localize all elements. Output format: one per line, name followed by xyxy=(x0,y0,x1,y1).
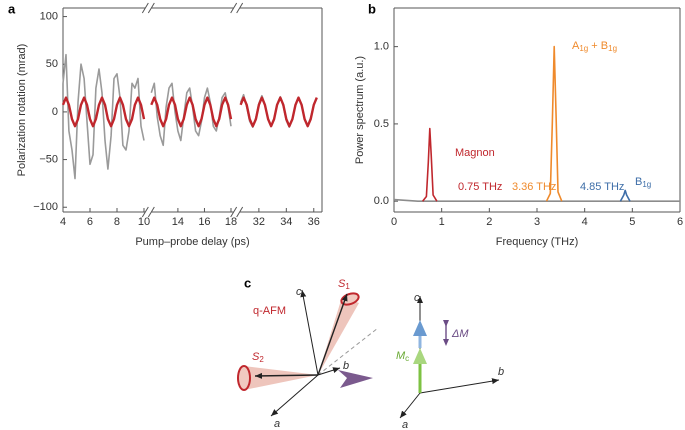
cone-rim xyxy=(237,365,251,391)
purple-arrow xyxy=(338,370,373,388)
data-line xyxy=(619,189,631,202)
axis-label: c xyxy=(296,286,302,298)
y-tick-label: 0.0 xyxy=(374,195,389,207)
annotation-text: Magnon xyxy=(455,147,495,159)
annotation-text: A xyxy=(572,40,580,52)
x-tick-label: 14 xyxy=(172,216,184,228)
annotation: 0.75 THz xyxy=(458,181,502,193)
axis-label: b xyxy=(343,360,349,372)
data-line xyxy=(545,45,563,202)
blue-arrowhead xyxy=(413,320,427,336)
axis xyxy=(300,289,319,376)
y-tick-label: 0 xyxy=(52,106,58,118)
y-tick-label: −100 xyxy=(33,201,58,213)
axis-break xyxy=(236,206,244,218)
axis xyxy=(317,367,341,376)
subscript: 1g xyxy=(579,44,588,53)
x-tick-label: 3 xyxy=(534,216,540,228)
x-axis-title: Frequency (THz) xyxy=(496,236,579,248)
panel-label: a xyxy=(8,1,16,16)
spin-label: S1 xyxy=(338,278,350,291)
y-tick-label: 0.5 xyxy=(374,118,389,130)
annotation-text: 0.75 THz xyxy=(458,181,502,193)
axis-break xyxy=(230,206,238,218)
x-tick-label: 1 xyxy=(439,216,445,228)
y-tick-label: −50 xyxy=(39,153,58,165)
x-tick-label: 36 xyxy=(308,216,320,228)
spin-arrow xyxy=(317,293,348,376)
symbol: S xyxy=(252,351,260,363)
x-tick-label: 34 xyxy=(280,216,292,228)
panel-label: c xyxy=(244,275,251,290)
annotation-text: 3.36 THz xyxy=(512,181,556,193)
axis-break xyxy=(141,206,149,218)
axis-break xyxy=(147,206,155,218)
annotation: 4.85 THz xyxy=(580,181,624,193)
x-tick-label: 5 xyxy=(629,216,635,228)
x-tick-label: 2 xyxy=(486,216,492,228)
subscript: 1g xyxy=(608,44,617,53)
subscript: c xyxy=(405,354,409,363)
x-tick-label: 4 xyxy=(60,216,66,228)
data-line xyxy=(393,198,680,202)
x-axis-title: Pump–probe delay (ps) xyxy=(135,236,249,248)
x-tick-label: 32 xyxy=(253,216,265,228)
diagram: c c b a S1 S2 q-AFM c b a Mc ΔM xyxy=(237,275,504,430)
axis xyxy=(270,374,319,417)
annotation: A1g + B1g xyxy=(572,40,617,53)
annotation: 3.36 THz xyxy=(512,181,556,193)
x-tick-label: 6 xyxy=(677,216,683,228)
x-tick-label: 6 xyxy=(87,216,93,228)
x-tick-label: 10 xyxy=(138,216,150,228)
magnetization-label: Mc xyxy=(396,350,409,363)
spin-label: S2 xyxy=(252,351,264,364)
x-tick-label: 18 xyxy=(225,216,237,228)
subscript: 2 xyxy=(259,355,264,364)
subscript: 1 xyxy=(345,282,350,291)
phase-label: q-AFM xyxy=(253,305,286,317)
data-line xyxy=(62,53,318,180)
axis-label: a xyxy=(274,418,280,430)
axis-label: a xyxy=(402,419,408,430)
annotation-text: 4.85 THz xyxy=(580,181,624,193)
y-tick-label: 100 xyxy=(40,10,58,22)
axis-break xyxy=(147,2,155,14)
symbol: S xyxy=(338,278,346,290)
spin-arrow xyxy=(254,372,319,379)
annotation: Magnon xyxy=(455,147,495,159)
x-tick-label: 16 xyxy=(198,216,210,228)
green-arrowhead xyxy=(413,348,427,364)
y-tick-label: 50 xyxy=(46,58,58,70)
axis-break xyxy=(141,2,149,14)
data-line xyxy=(61,96,318,128)
dashed-line xyxy=(317,327,379,376)
axis-label: b xyxy=(498,366,504,378)
data-line xyxy=(421,127,438,202)
cone xyxy=(244,366,318,390)
subscript: 1g xyxy=(642,180,651,189)
annotation-text: B xyxy=(635,176,642,188)
axis-break xyxy=(236,2,244,14)
y-axis-title: Power spectrum (a.u.) xyxy=(354,56,366,164)
axis-break xyxy=(230,2,238,14)
annotation: B1g xyxy=(635,176,651,189)
x-tick-label: 4 xyxy=(582,216,588,228)
panel-label: b xyxy=(368,1,376,16)
x-tick-label: 8 xyxy=(114,216,120,228)
annotation-text: + B xyxy=(588,40,608,52)
symbol: M xyxy=(396,350,406,362)
y-axis-title: Polarization rotation (mrad) xyxy=(16,44,28,177)
x-tick-label: 0 xyxy=(391,216,397,228)
axis xyxy=(399,392,421,419)
cone xyxy=(318,297,359,375)
y-tick-label: 1.0 xyxy=(374,41,389,53)
delta-label: ΔM xyxy=(451,328,469,340)
axis-label: c xyxy=(414,292,420,304)
axis xyxy=(419,378,500,394)
